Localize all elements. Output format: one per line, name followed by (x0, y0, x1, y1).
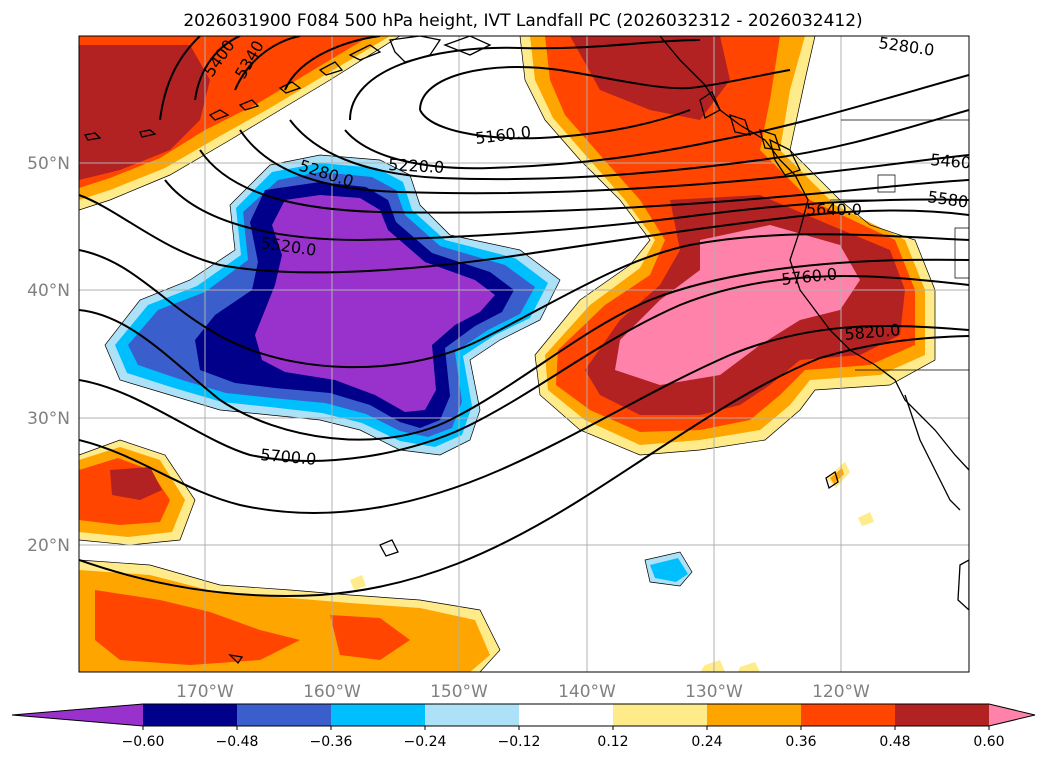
contour-label: 5820.0 (844, 320, 901, 344)
contour-label: 5640.0 (806, 200, 862, 219)
lon-label: 150°W (430, 682, 488, 702)
colorbar-tick-label: 0.48 (879, 734, 910, 750)
map-border (78, 35, 970, 673)
lon-label: 160°W (303, 682, 361, 702)
colorbar-segment (425, 704, 520, 726)
colorbar-extend-low (12, 704, 143, 726)
lat-label: 30°N (27, 409, 70, 429)
colorbar: −0.60 −0.48 −0.36 −0.24 −0.12 0.12 0.24 0.36 0.4… (11, 703, 1036, 750)
ivt-positive-spots (350, 462, 874, 672)
colorbar-segment (143, 704, 238, 726)
map-panel: 5160.0 5220.0 5280.0 5280.0 5340 5400 54… (79, 33, 972, 672)
figure-title: 2026031900 F084 500 hPa height, IVT Land… (183, 11, 862, 31)
colorbar-tick-label: 0.60 (973, 734, 1004, 750)
lat-label: 20°N (27, 536, 70, 556)
colorbar-segment (237, 704, 332, 726)
lat-label: 50°N (27, 154, 70, 174)
colorbar-tick-label: 0.36 (785, 734, 816, 750)
colorbar-segment (331, 704, 426, 726)
lat-label: 40°N (27, 281, 70, 301)
colorbar-segment (801, 704, 896, 726)
colorbar-segment (613, 704, 708, 726)
lon-label: 120°W (812, 682, 870, 702)
contour-label: 5280.0 (877, 33, 935, 60)
colorbar-segment (895, 704, 990, 726)
ivt-positive-northwest-field (79, 36, 400, 210)
colorbar-tick-label: −0.36 (310, 734, 353, 750)
colorbar-tick-label: 0.24 (691, 734, 722, 750)
colorbar-extend-high (989, 704, 1035, 726)
lon-label: 140°W (558, 682, 616, 702)
contour-label: 5460 (930, 150, 972, 172)
contour-label: 5220.0 (388, 155, 445, 177)
ivt-positive-northeast-field (520, 36, 935, 455)
ivt-outlines (79, 36, 936, 672)
colorbar-tick-label: 0.12 (597, 734, 628, 750)
colorbar-tick-label: −0.24 (404, 734, 447, 750)
colorbar-segment (519, 704, 614, 726)
colorbar-tick-label: −0.12 (498, 734, 541, 750)
latitude-labels: 50°N 40°N 30°N 20°N (27, 154, 70, 556)
height-contours (79, 36, 969, 597)
lon-label: 130°W (685, 682, 743, 702)
longitude-labels: 170°W 160°W 150°W 140°W 130°W 120°W (176, 682, 870, 702)
colorbar-tick-label: −0.48 (216, 734, 259, 750)
colorbar-tick-label: −0.60 (122, 734, 165, 750)
contour-label: 5700.0 (260, 445, 317, 469)
lon-label: 170°W (176, 682, 234, 702)
graticule (79, 36, 969, 672)
colorbar-segment (707, 704, 802, 726)
